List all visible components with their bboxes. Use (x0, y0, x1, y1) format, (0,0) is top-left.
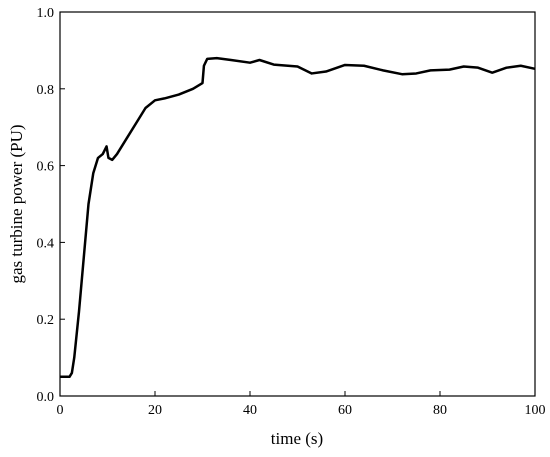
y-tick-label: 1.0 (37, 6, 55, 21)
x-tick-label: 40 (243, 403, 257, 418)
y-tick-label: 0.0 (37, 390, 55, 405)
plot-frame (59, 11, 536, 397)
y-axis-label: gas turbine power (PU) (7, 124, 26, 283)
y-tick-label: 0.2 (37, 313, 55, 328)
x-tick-label: 0 (57, 403, 64, 418)
x-tick-label: 80 (433, 403, 447, 418)
x-tick-label: 20 (148, 403, 162, 418)
x-axis-label: time (s) (271, 429, 323, 448)
x-tick-label: 100 (525, 403, 546, 418)
y-tick-label: 0.4 (37, 236, 55, 251)
data-line (60, 56, 536, 379)
y-tick-label: 0.8 (37, 83, 55, 98)
y-tick-label: 0.6 (37, 160, 55, 175)
x-tick-label: 60 (338, 403, 352, 418)
